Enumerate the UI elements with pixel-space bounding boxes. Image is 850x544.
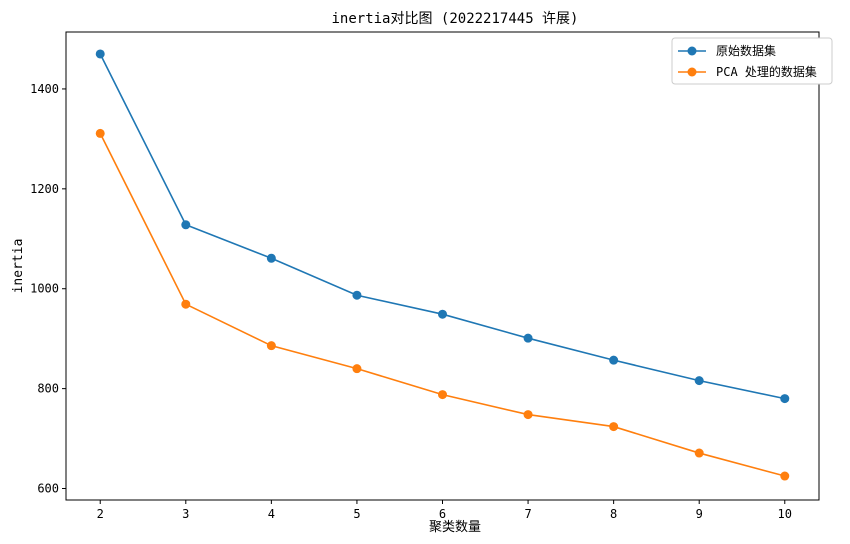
data-point xyxy=(438,390,447,400)
data-point xyxy=(352,364,362,374)
data-point xyxy=(95,128,105,138)
data-point xyxy=(780,471,790,481)
y-tick-label: 1400 xyxy=(30,82,59,96)
data-point xyxy=(352,290,362,300)
series-1 xyxy=(95,49,790,404)
legend: 原始数据集 PCA 处理的数据集 xyxy=(671,37,833,85)
data-point xyxy=(181,299,191,309)
legend-swatch-marker xyxy=(687,46,697,56)
x-tick-label: 6 xyxy=(439,507,446,521)
data-point xyxy=(694,376,704,386)
chart-title: inertia对比图 (2022217445 许展) xyxy=(331,11,578,27)
x-tick-label: 9 xyxy=(696,507,703,521)
y-axis-label: inertia xyxy=(11,239,26,294)
legend-label: 原始数据集 xyxy=(716,43,776,58)
x-axis: 2 3 4 5 6 7 8 9 10 xyxy=(97,500,792,521)
data-point xyxy=(609,355,619,365)
data-point xyxy=(95,49,105,59)
y-axis: 600 800 1000 1200 1400 xyxy=(30,82,66,496)
data-point xyxy=(609,422,619,432)
legend-label: PCA 处理的数据集 xyxy=(716,64,817,79)
x-tick-label: 5 xyxy=(353,507,360,521)
data-point xyxy=(181,220,191,230)
series-line xyxy=(99,53,785,400)
x-tick-label: 2 xyxy=(97,507,104,521)
data-point xyxy=(523,410,533,420)
x-tick-label: 10 xyxy=(778,507,792,521)
y-tick-label: 600 xyxy=(37,482,59,496)
plot-frame xyxy=(65,31,820,501)
x-tick-label: 7 xyxy=(524,507,531,521)
data-point xyxy=(266,341,276,351)
x-tick-label: 8 xyxy=(610,507,617,521)
data-point xyxy=(780,394,790,404)
legend-box xyxy=(671,37,833,85)
x-axis-label: 聚类数量 xyxy=(429,520,481,535)
data-point xyxy=(523,333,533,343)
data-point xyxy=(266,253,276,263)
legend-swatch-marker xyxy=(687,67,697,77)
data-point xyxy=(438,309,447,319)
data-point xyxy=(694,448,704,458)
series-line xyxy=(99,133,785,477)
y-tick-label: 1000 xyxy=(30,282,59,296)
y-tick-label: 800 xyxy=(37,382,59,396)
x-tick-label: 4 xyxy=(268,507,275,521)
series-2 xyxy=(95,128,790,481)
y-tick-label: 1200 xyxy=(30,182,59,196)
series-layer xyxy=(95,49,790,481)
x-tick-label: 3 xyxy=(182,507,189,521)
